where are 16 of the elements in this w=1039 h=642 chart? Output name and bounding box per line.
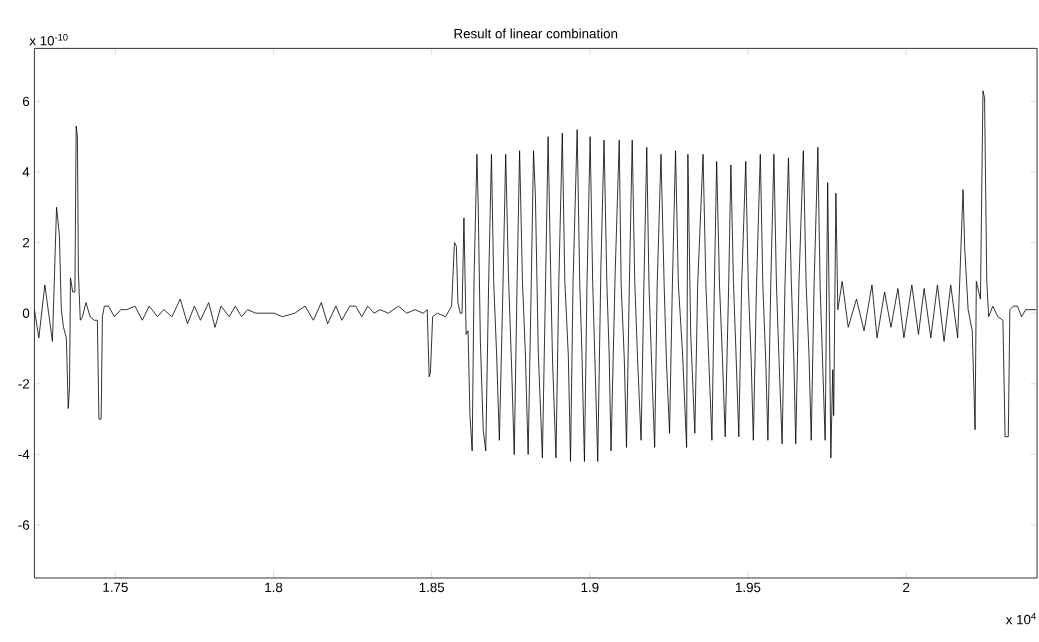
y-tick-label: 2 [22, 237, 30, 248]
y-tick-label: -2 [18, 379, 30, 389]
chart-title: Result of linear combination [454, 28, 618, 39]
x-tick-label: 1.9 [581, 582, 599, 593]
y-tick-label: -6 [18, 520, 30, 530]
y-tick-label: 4 [22, 167, 30, 177]
text: x 10$^{-10}$ [29, 33, 68, 46]
y-tick-label: 0 [22, 308, 30, 318]
x-tick-label: 1.8 [265, 582, 283, 593]
y-tick-label: -4 [18, 449, 30, 459]
x-tick-label: 2 [903, 582, 910, 593]
x-tick-label: 1.85 [419, 582, 445, 593]
x-tick-label: 1.75 [103, 582, 128, 592]
x-tick-label: 1.95 [736, 582, 761, 593]
text: x 10$^{4}$ [1005, 612, 1036, 625]
y-tick-label: 6 [22, 96, 30, 107]
